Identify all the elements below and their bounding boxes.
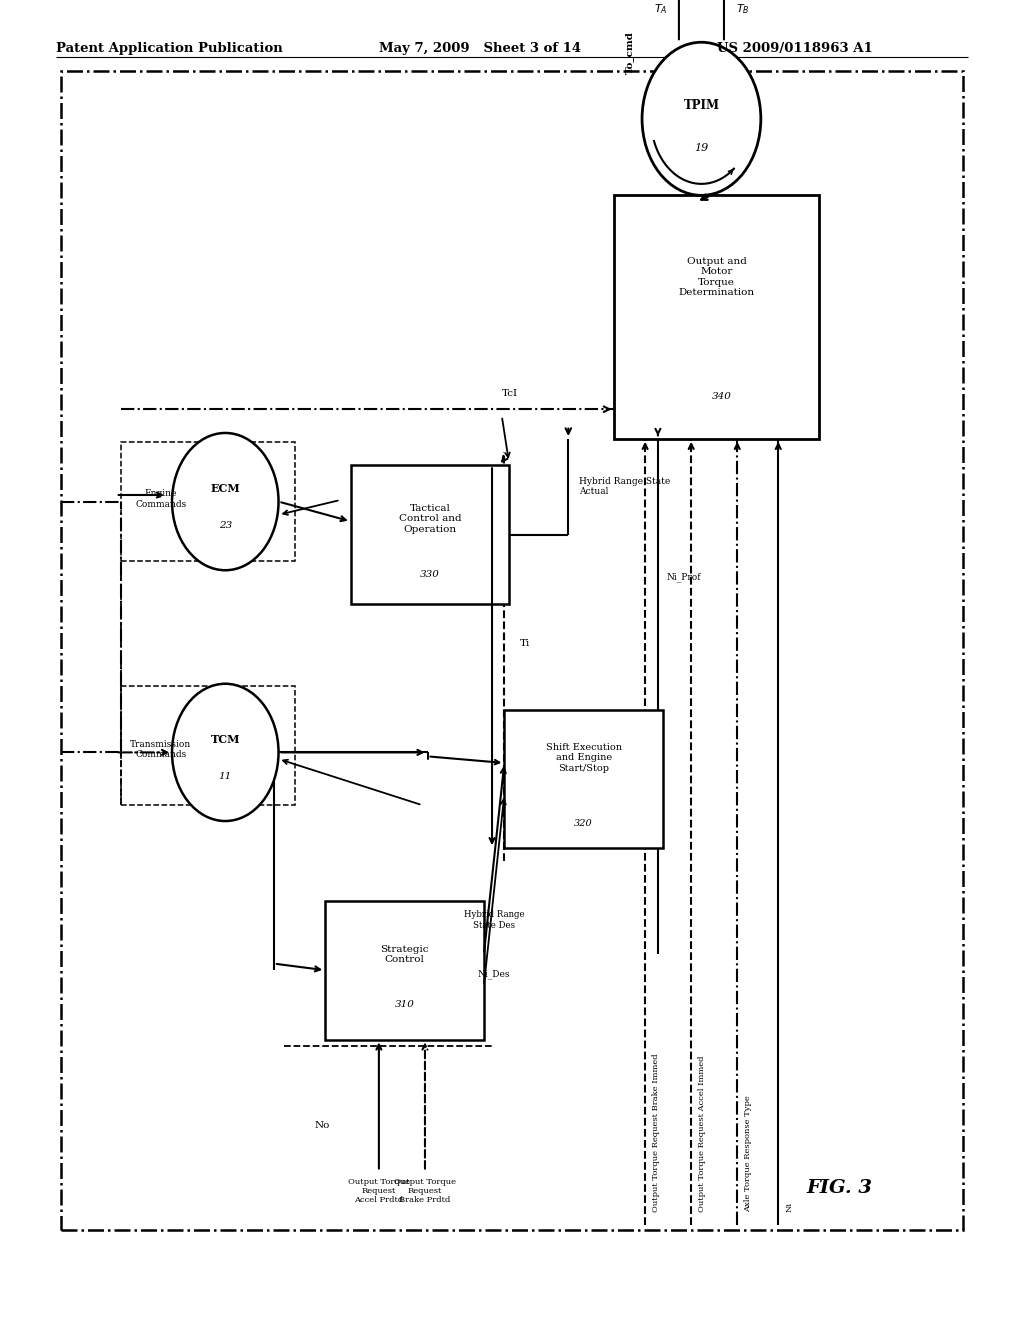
- Text: 320: 320: [574, 820, 593, 828]
- Text: TPIM: TPIM: [683, 99, 720, 112]
- Text: FIG. 3: FIG. 3: [807, 1179, 872, 1197]
- Text: May 7, 2009   Sheet 3 of 14: May 7, 2009 Sheet 3 of 14: [379, 42, 581, 55]
- FancyBboxPatch shape: [350, 466, 509, 605]
- Text: $T_A$: $T_A$: [653, 3, 668, 16]
- Text: Hybrid Range
State Des: Hybrid Range State Des: [464, 911, 524, 929]
- FancyBboxPatch shape: [504, 710, 664, 849]
- Text: $T_B$: $T_B$: [735, 3, 750, 16]
- Text: Ni_Prof: Ni_Prof: [666, 573, 700, 582]
- FancyBboxPatch shape: [614, 195, 819, 438]
- Text: 11: 11: [219, 772, 231, 780]
- FancyBboxPatch shape: [326, 900, 484, 1040]
- Text: Output Torque Request Accel Immed: Output Torque Request Accel Immed: [698, 1055, 707, 1212]
- Text: 19: 19: [694, 143, 709, 153]
- Text: Patent Application Publication: Patent Application Publication: [56, 42, 283, 55]
- Text: Output Torque Request Brake Immed: Output Torque Request Brake Immed: [652, 1053, 660, 1212]
- Text: 23: 23: [219, 521, 231, 529]
- Text: Output Torque
Request
Brake Prdtd: Output Torque Request Brake Prdtd: [394, 1177, 456, 1204]
- Text: 340: 340: [712, 392, 732, 400]
- Circle shape: [642, 42, 761, 195]
- Text: Axle Torque Response Type: Axle Torque Response Type: [744, 1096, 753, 1212]
- Circle shape: [172, 684, 279, 821]
- Text: Transmission
Commands: Transmission Commands: [130, 741, 191, 759]
- Text: TCM: TCM: [211, 734, 240, 744]
- Text: Strategic
Control: Strategic Control: [380, 945, 429, 964]
- Text: No: No: [314, 1121, 331, 1130]
- Text: 330: 330: [420, 570, 440, 578]
- Text: Engine
Commands: Engine Commands: [135, 490, 186, 508]
- Text: To_cmd: To_cmd: [626, 32, 634, 74]
- Text: Tactical
Control and
Operation: Tactical Control and Operation: [398, 504, 462, 533]
- Text: Output Torque
Request
Accel Prdtd: Output Torque Request Accel Prdtd: [348, 1177, 410, 1204]
- Text: 310: 310: [394, 1001, 415, 1008]
- Text: Hybrid Range State
Actual: Hybrid Range State Actual: [579, 477, 670, 496]
- Text: US 2009/0118963 A1: US 2009/0118963 A1: [717, 42, 872, 55]
- Circle shape: [172, 433, 279, 570]
- Text: TcI: TcI: [502, 389, 518, 397]
- Text: Output and
Motor
Torque
Determination: Output and Motor Torque Determination: [679, 257, 755, 297]
- Text: Ni: Ni: [785, 1201, 794, 1212]
- Text: Ni_Des: Ni_Des: [478, 969, 510, 979]
- Text: Shift Execution
and Engine
Start/Stop: Shift Execution and Engine Start/Stop: [546, 743, 622, 772]
- Text: ECM: ECM: [210, 483, 241, 494]
- Text: Ti: Ti: [519, 639, 530, 648]
